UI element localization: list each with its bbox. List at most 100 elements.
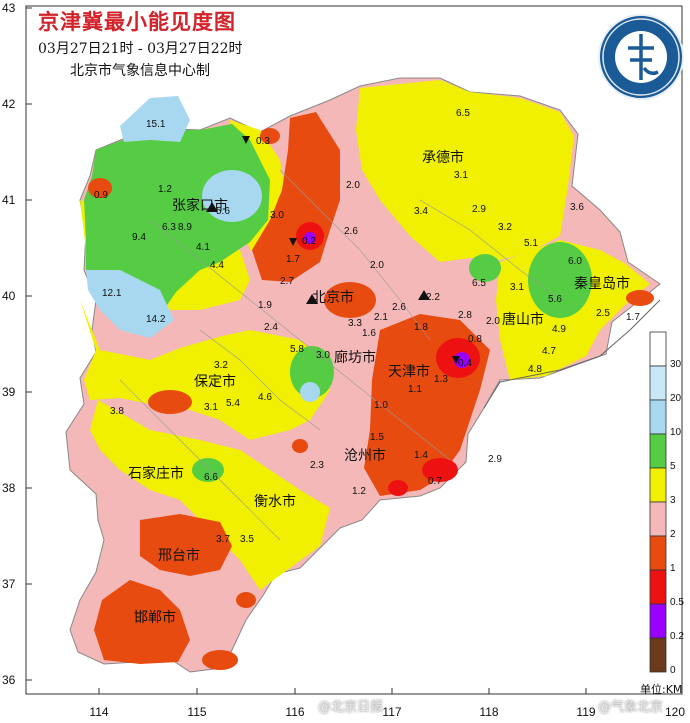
station-value: 1.7 — [626, 312, 640, 323]
station-value: 3.1 — [454, 170, 468, 181]
x-tick-116: 116 — [285, 705, 304, 719]
station-value: 3.4 — [414, 206, 428, 217]
map-title: 京津冀最小能见度图 — [38, 10, 236, 34]
watermark-weather-beijing: @气象北京 — [598, 700, 664, 715]
legend-label: 20 — [670, 393, 682, 404]
station-value: 5.4 — [226, 398, 240, 409]
legend-swatch — [649, 535, 667, 571]
station-value: 2.0 — [486, 316, 500, 327]
station-value: 9.4 — [132, 232, 146, 243]
station-value: 4.1 — [196, 242, 210, 253]
station-value: 3.2 — [214, 360, 228, 371]
city-label-tianjin: 天津市 — [388, 363, 430, 380]
watermark-beijing-daily: @北京日报 — [318, 700, 384, 715]
station-value: 3.6 — [570, 202, 584, 213]
legend-swatch — [649, 569, 667, 605]
station-value: 15.1 — [146, 119, 166, 130]
station-value: 0.8 — [468, 334, 482, 345]
city-label-hengshui: 衡水市 — [254, 493, 296, 510]
legend-label: 3 — [670, 495, 676, 506]
y-tick-43: 43 — [2, 1, 16, 15]
station-value: 3.8 — [110, 406, 124, 417]
legend-swatch — [649, 467, 667, 503]
station-value: 2.0 — [346, 180, 360, 191]
station-value: 6.0 — [568, 256, 582, 267]
station-value: 2.4 — [264, 322, 278, 333]
time-range: 03月27日21时 - 03月27日22时 — [38, 41, 243, 57]
station-value: 1.8 — [414, 322, 428, 333]
x-tick-119: 119 — [576, 705, 595, 719]
y-tick-labels: 43 42 41 40 39 38 37 36 — [2, 1, 16, 687]
station-value: 0.9 — [94, 190, 108, 201]
station-value: 2.6 — [344, 226, 358, 237]
legend-label: 1 — [670, 563, 676, 574]
station-value: 2.9 — [488, 454, 502, 465]
station-value: 6.6 — [204, 472, 218, 483]
station-value: 3.7 — [216, 534, 230, 545]
city-label-handan: 邯郸市 — [134, 609, 176, 626]
station-value: 3.0 — [316, 350, 330, 361]
legend-label: 30 — [670, 359, 682, 370]
station-value: 5.1 — [524, 238, 538, 249]
station-value: 1.3 — [434, 374, 448, 385]
legend-label: 2 — [670, 529, 676, 540]
legend-label: 0.5 — [670, 597, 684, 608]
station-value: 2.5 — [596, 308, 610, 319]
station-values: 6.5 15.1 0.3 2.0 3.1 1.2 0.9 5.6 2.9 3.6… — [94, 108, 640, 545]
station-value: 5.6 — [216, 206, 230, 217]
station-value: 1.2 — [158, 184, 172, 195]
station-value: 12.1 — [102, 288, 122, 299]
station-value: 3.3 — [348, 318, 362, 329]
station-value: 2.2 — [426, 292, 440, 303]
city-label-beijing: 北京市 — [312, 289, 354, 306]
city-label-langfang: 廊坊市 — [334, 349, 376, 366]
y-tick-41: 41 — [2, 193, 16, 207]
station-value: 2.6 — [392, 302, 406, 313]
legend-swatch — [649, 603, 667, 639]
legend-swatch — [649, 399, 667, 435]
station-value: 6.3 — [162, 222, 176, 233]
station-value: 1.7 — [286, 254, 300, 265]
station-value: 4.7 — [542, 346, 556, 357]
legend-swatch — [649, 501, 667, 537]
blue-zones — [86, 96, 320, 402]
logo-emblem-icon — [602, 18, 680, 96]
city-label-tangshan: 唐山市 — [502, 311, 544, 328]
legend-swatch — [649, 637, 667, 673]
y-tick-37: 37 — [2, 577, 16, 591]
station-value: 4.8 — [528, 364, 542, 375]
legend: 30 20 10 5 3 2 1 0.5 0.2 0 — [649, 331, 684, 676]
station-value: 3.1 — [510, 282, 524, 293]
city-label-shijiazhuang: 石家庄市 — [128, 465, 184, 482]
legend-swatch — [649, 433, 667, 469]
station-value: 6.5 — [456, 108, 470, 119]
station-value: 0.7 — [428, 476, 442, 487]
x-tick-120: 120 — [665, 705, 685, 719]
x-tick-114: 114 — [89, 705, 108, 719]
legend-label: 0.2 — [670, 631, 684, 642]
station-markers — [206, 136, 460, 364]
station-value: 3.1 — [204, 402, 218, 413]
city-label-baoding: 保定市 — [194, 373, 236, 390]
station-value: 3.5 — [240, 534, 254, 545]
station-value: 5.6 — [548, 294, 562, 305]
station-value: 5.8 — [290, 344, 304, 355]
maker-credit: 北京市气象信息中心制 — [70, 63, 210, 79]
city-label-xingtai: 邢台市 — [158, 547, 200, 564]
city-label-chengde: 承德市 — [422, 149, 464, 166]
y-tick-38: 38 — [2, 481, 16, 495]
city-label-cangzhou: 沧州市 — [344, 447, 386, 464]
station-value: 1.9 — [258, 300, 272, 311]
y-tick-39: 39 — [2, 385, 16, 399]
station-value: 3.0 — [270, 210, 284, 221]
city-label-qinhuangdao: 秦皇岛市 — [574, 275, 630, 292]
station-value: 4.6 — [258, 392, 272, 403]
station-value: 1.2 — [352, 486, 366, 497]
station-value: 14.2 — [146, 314, 166, 325]
station-value: 2.3 — [310, 460, 324, 471]
station-value: 0.4 — [458, 358, 472, 369]
station-value: 1.6 — [362, 328, 376, 339]
station-value: 1.5 — [370, 432, 384, 443]
station-value: 1.4 — [414, 450, 428, 461]
meteorological-service-logo — [598, 14, 684, 100]
